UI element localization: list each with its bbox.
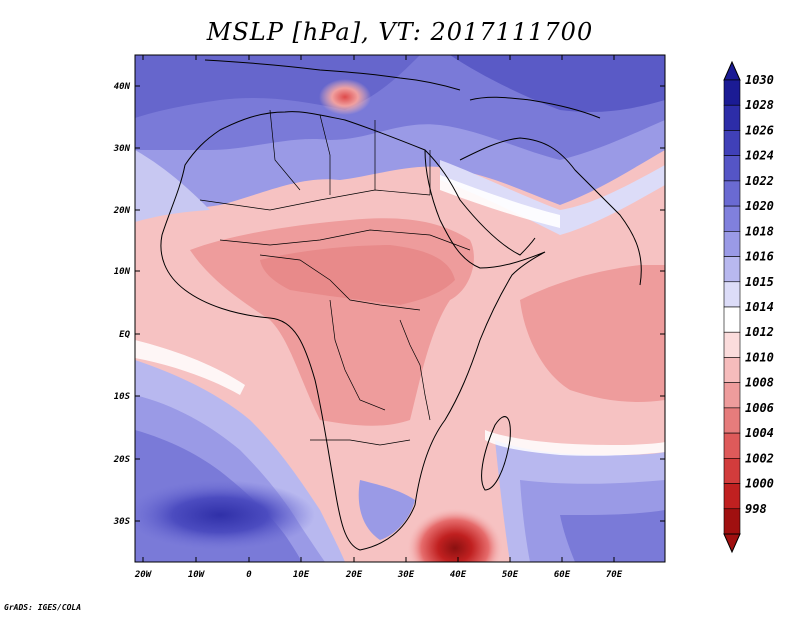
colorbar-cell: [723, 256, 741, 283]
lat-label: 20N: [113, 206, 131, 216]
lat-label: 30N: [113, 144, 131, 154]
colorbar-cell: [723, 306, 741, 333]
colorbar-cell: [723, 508, 741, 535]
colorbar-cell: [723, 432, 741, 459]
lon-label: 40E: [450, 570, 467, 580]
colorbar-label: 1002: [745, 451, 774, 465]
colorbar-cell: [723, 205, 741, 232]
longitude-labels: 20W 10W 0 10E 20E 30E 40E 50E 60E 70E: [134, 570, 623, 580]
lon-label: 0: [246, 570, 252, 580]
colorbar-label: 1026: [745, 123, 774, 137]
lat-label: 20S: [113, 455, 131, 465]
colorbar-label: 1008: [745, 376, 774, 390]
colorbar-cell: [723, 382, 741, 409]
colorbar-cell: [723, 231, 741, 257]
colorbar: 1030 1028 1026 1024 1022 1020 1018 1016 1015 1014…: [723, 60, 774, 554]
lon-label: 10E: [293, 570, 310, 580]
lat-label: 10S: [114, 392, 131, 402]
lon-label: 20E: [345, 570, 363, 580]
lon-label: 30E: [397, 570, 415, 580]
colorbar-label: 1000: [745, 477, 774, 491]
colorbar-cell: [723, 180, 741, 207]
map-title: MSLP [hPa], VT: 2017111700: [206, 18, 594, 46]
lon-label: 70E: [606, 570, 623, 580]
colorbar-label: 998: [745, 502, 767, 516]
lat-label: 30S: [113, 517, 131, 527]
latitude-labels: 40N 30N 20N 10N EQ 10S 20S 30S: [113, 82, 131, 527]
colorbar-cell: [723, 104, 741, 131]
colorbar-cell: [723, 79, 741, 106]
lat-label: EQ: [119, 330, 130, 340]
colorbar-label: 1014: [745, 300, 774, 314]
colorbar-label: 1022: [745, 174, 774, 188]
lat-label: 10N: [114, 267, 131, 277]
colorbar-label: 1028: [745, 98, 774, 112]
country-borders: [199, 109, 471, 446]
lon-label: 20W: [134, 570, 153, 580]
colorbar-cell: [723, 130, 741, 156]
map-frame: [134, 54, 666, 563]
colorbar-cell: [723, 357, 741, 383]
colorbar-label: 1016: [745, 250, 774, 264]
colorbar-label: 1004: [745, 426, 774, 440]
credit-text: GrADS: IGES/COLA: [4, 603, 82, 612]
axis-ticks: [135, 55, 665, 562]
colorbar-label: 1006: [745, 401, 774, 415]
colorbar-label: 1010: [745, 350, 774, 364]
pressure-field: [135, 55, 665, 562]
lon-label: 50E: [502, 570, 519, 580]
colorbar-cell: [723, 407, 741, 434]
colorbar-label: 1015: [745, 275, 774, 289]
lon-label: 60E: [554, 570, 571, 580]
colorbar-top-arrow: [723, 60, 741, 81]
lat-label: 40N: [114, 82, 131, 92]
colorbar-label: 1024: [745, 149, 774, 163]
colorbar-label: 1018: [745, 224, 774, 238]
coastlines: [160, 59, 642, 551]
colorbar-cell: [723, 281, 741, 308]
colorbar-label: 1030: [745, 73, 774, 87]
colorbar-label: 1020: [745, 199, 774, 213]
colorbar-cell: [723, 483, 741, 510]
colorbar-cell: [723, 331, 741, 358]
colorbar-label: 1012: [745, 325, 774, 339]
colorbar-cell: [723, 458, 741, 484]
colorbar-cell: [723, 155, 741, 182]
colorbar-bottom-arrow: [723, 533, 741, 554]
lon-label: 10W: [188, 570, 206, 580]
